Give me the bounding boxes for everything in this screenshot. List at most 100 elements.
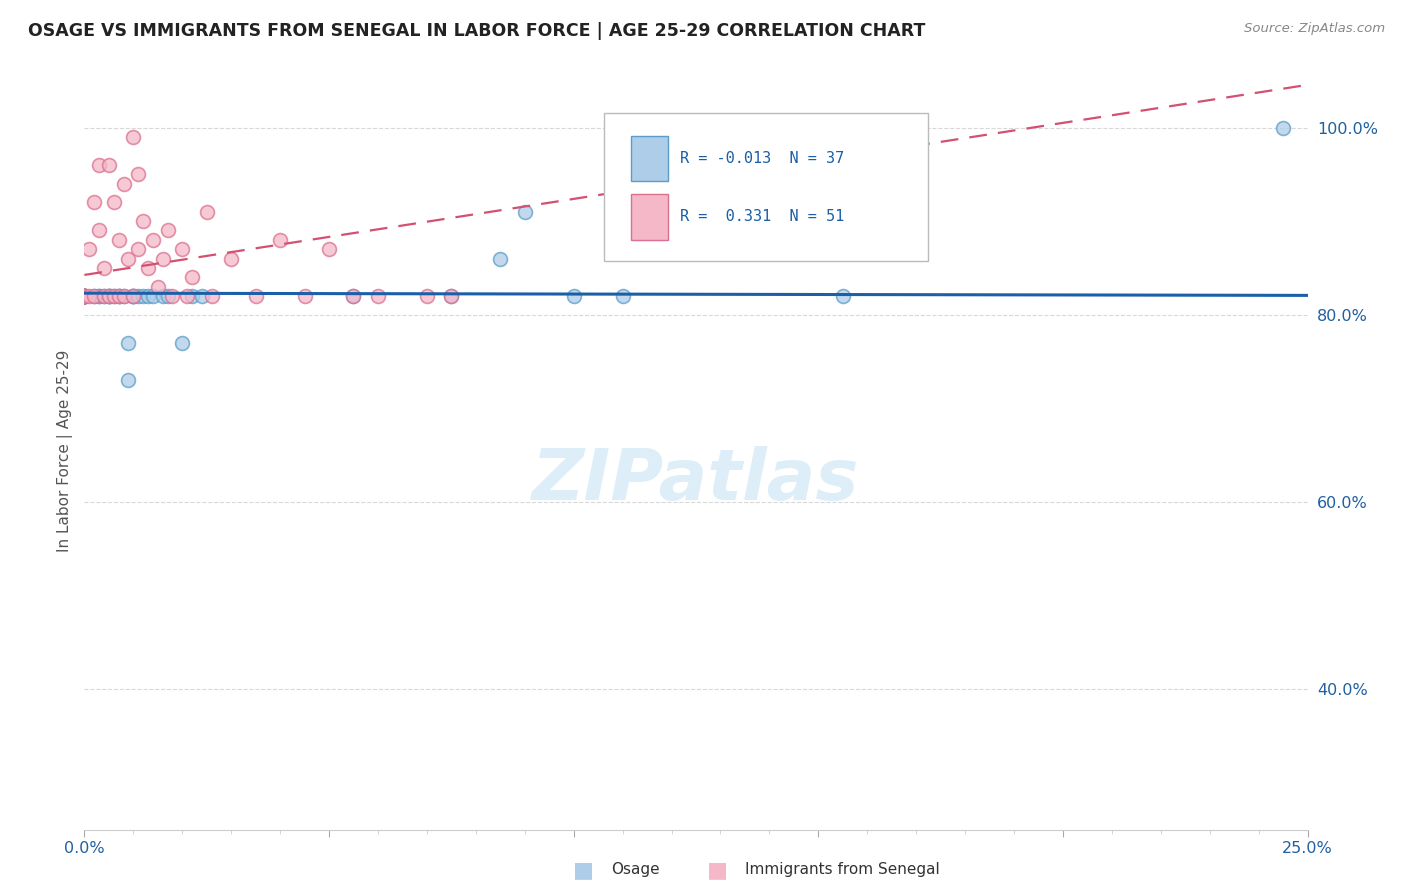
Bar <box>631 136 668 181</box>
Point <box>73 289 96 303</box>
Point <box>122 289 145 303</box>
Text: ■: ■ <box>707 860 727 880</box>
Point <box>93 260 115 275</box>
Point <box>195 204 218 219</box>
Point <box>831 289 853 303</box>
Point <box>73 289 96 303</box>
Point <box>87 158 110 172</box>
Point <box>294 289 316 303</box>
Point <box>1272 120 1295 135</box>
FancyBboxPatch shape <box>605 113 928 260</box>
Point <box>489 252 512 266</box>
Text: ZIPatlas: ZIPatlas <box>533 446 859 516</box>
Point <box>122 289 145 303</box>
Point <box>83 289 105 303</box>
Point <box>73 289 96 303</box>
Point <box>513 204 536 219</box>
Point <box>176 289 198 303</box>
Point <box>73 289 96 303</box>
Point <box>77 289 100 303</box>
Point <box>200 289 222 303</box>
Text: OSAGE VS IMMIGRANTS FROM SENEGAL IN LABOR FORCE | AGE 25-29 CORRELATION CHART: OSAGE VS IMMIGRANTS FROM SENEGAL IN LABO… <box>28 22 925 40</box>
Point <box>73 289 96 303</box>
Point <box>342 289 364 303</box>
Point <box>191 289 214 303</box>
Point <box>367 289 389 303</box>
Point <box>73 289 96 303</box>
Point <box>73 289 96 303</box>
Point <box>136 260 159 275</box>
Point <box>107 289 129 303</box>
Point <box>93 289 115 303</box>
Point <box>162 289 184 303</box>
Point <box>73 289 96 303</box>
Point <box>97 158 120 172</box>
Point <box>122 289 145 303</box>
Point <box>156 289 179 303</box>
Point <box>156 223 179 237</box>
Y-axis label: In Labor Force | Age 25-29: In Labor Force | Age 25-29 <box>58 350 73 551</box>
Text: ■: ■ <box>574 860 593 880</box>
Point <box>132 289 155 303</box>
Point <box>142 289 165 303</box>
Point <box>87 289 110 303</box>
Point <box>117 373 139 387</box>
Point <box>318 242 340 256</box>
Point <box>269 233 291 247</box>
Point <box>73 289 96 303</box>
Point <box>73 289 96 303</box>
Point <box>73 289 96 303</box>
Text: Source: ZipAtlas.com: Source: ZipAtlas.com <box>1244 22 1385 36</box>
Point <box>146 279 169 293</box>
Point <box>97 289 120 303</box>
Point <box>83 195 105 210</box>
Point <box>172 242 194 256</box>
Point <box>416 289 439 303</box>
Point <box>73 289 96 303</box>
Point <box>107 233 129 247</box>
Point <box>117 335 139 350</box>
Point <box>440 289 463 303</box>
Point <box>612 289 634 303</box>
Point <box>93 289 115 303</box>
Point <box>97 289 120 303</box>
Point <box>112 289 135 303</box>
Point <box>181 270 204 285</box>
Point <box>87 289 110 303</box>
Point <box>122 129 145 144</box>
Point <box>219 252 242 266</box>
Point <box>440 289 463 303</box>
Point <box>127 289 149 303</box>
Point <box>107 289 129 303</box>
Point <box>73 289 96 303</box>
Point <box>112 177 135 191</box>
Point <box>172 335 194 350</box>
Point <box>73 289 96 303</box>
Point <box>112 289 135 303</box>
Point <box>152 289 174 303</box>
Text: Immigrants from Senegal: Immigrants from Senegal <box>745 863 941 877</box>
Point <box>73 289 96 303</box>
Point <box>127 167 149 181</box>
Point <box>83 289 105 303</box>
Point <box>107 289 129 303</box>
Point <box>73 289 96 303</box>
Point <box>127 242 149 256</box>
Point <box>73 289 96 303</box>
Point <box>103 289 125 303</box>
Point <box>77 242 100 256</box>
Point <box>562 289 585 303</box>
Point <box>136 289 159 303</box>
Point <box>181 289 204 303</box>
Point <box>97 289 120 303</box>
Point <box>103 195 125 210</box>
Point <box>73 289 96 303</box>
Point <box>142 233 165 247</box>
Point <box>152 252 174 266</box>
Text: Osage: Osage <box>612 863 661 877</box>
Point <box>122 289 145 303</box>
Text: R = -0.013  N = 37: R = -0.013 N = 37 <box>681 151 845 166</box>
Point <box>87 223 110 237</box>
Point <box>97 289 120 303</box>
Point <box>245 289 267 303</box>
